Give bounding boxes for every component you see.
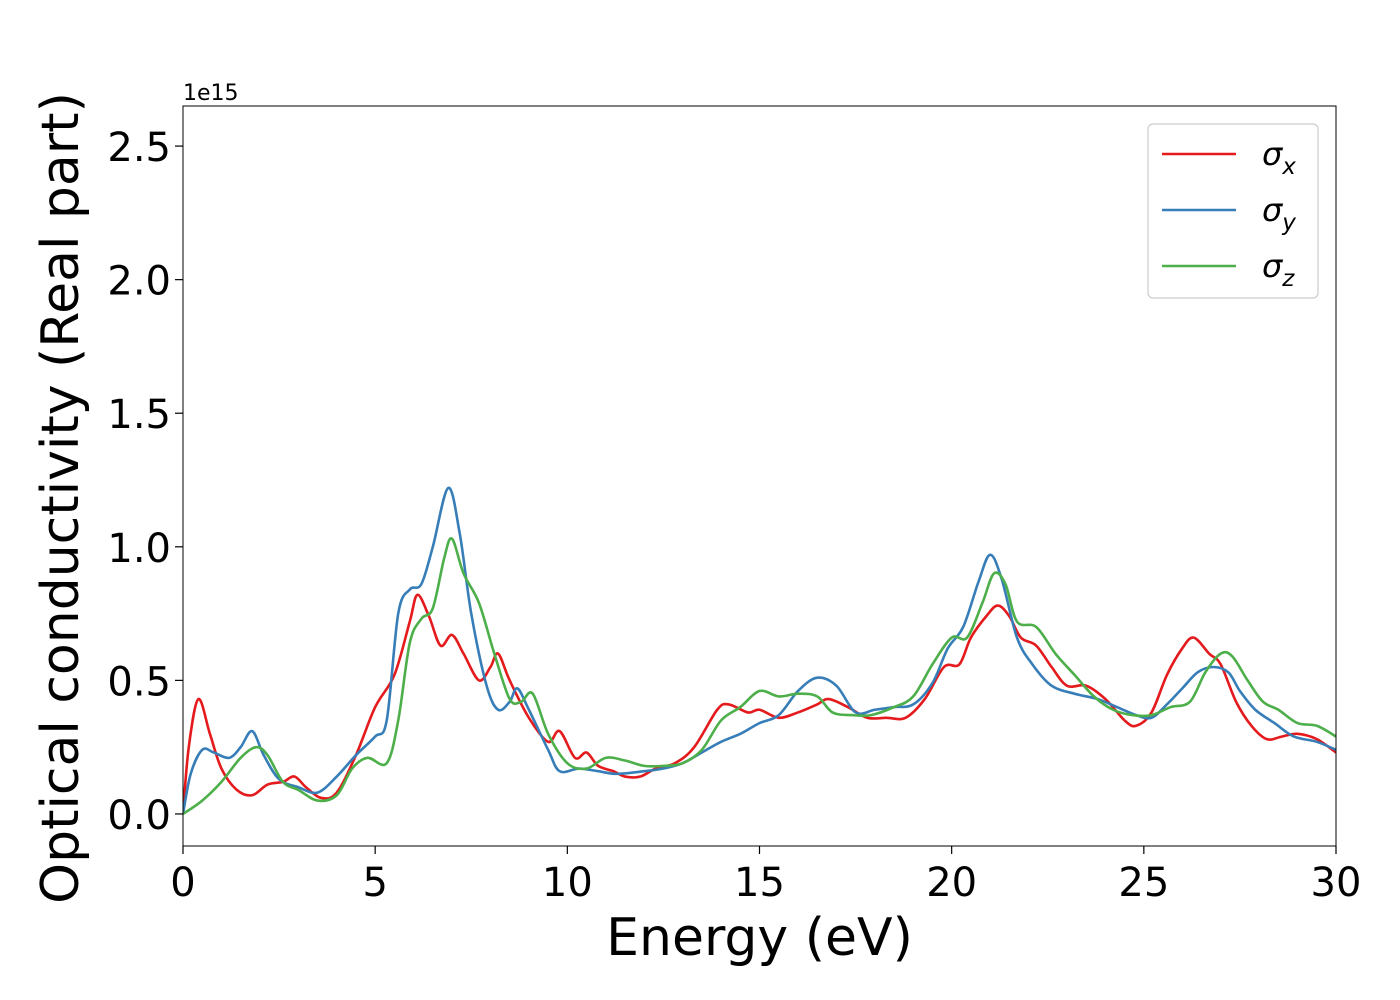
x-tick-label: 30 bbox=[1311, 860, 1362, 906]
legend-label-y: σy bbox=[1262, 191, 1296, 236]
y-axis: 0.0 0.5 1.0 1.5 2.0 2.5 bbox=[107, 125, 183, 839]
y-tick-label: 1.5 bbox=[107, 392, 171, 438]
x-tick-label: 25 bbox=[1118, 860, 1169, 906]
x-tick-label: 10 bbox=[542, 860, 593, 906]
y-tick-label: 0.5 bbox=[107, 659, 171, 705]
y-tick-label: 0.0 bbox=[107, 793, 171, 839]
offset-label: 1e15 bbox=[183, 81, 239, 106]
legend: σx σy σz bbox=[1147, 123, 1319, 299]
x-tick-label: 15 bbox=[734, 860, 785, 906]
y-tick-label: 1.0 bbox=[107, 526, 171, 572]
x-axis-label: Energy (eV) bbox=[606, 908, 913, 968]
series-line-z bbox=[183, 537, 1336, 816]
plot-lines bbox=[183, 486, 1336, 816]
series-line-x bbox=[183, 593, 1336, 815]
y-tick-label: 2.0 bbox=[107, 259, 171, 305]
y-axis-label: Optical conductivity (Real part) bbox=[31, 92, 91, 904]
x-axis: 0 5 10 15 20 25 30 bbox=[170, 846, 1361, 906]
x-tick-label: 5 bbox=[362, 860, 387, 906]
legend-label-z: σz bbox=[1262, 247, 1295, 292]
x-tick-label: 20 bbox=[926, 860, 977, 906]
legend-label-x: σx bbox=[1262, 135, 1296, 180]
y-tick-label: 2.5 bbox=[107, 125, 171, 171]
x-tick-label: 0 bbox=[170, 860, 195, 906]
